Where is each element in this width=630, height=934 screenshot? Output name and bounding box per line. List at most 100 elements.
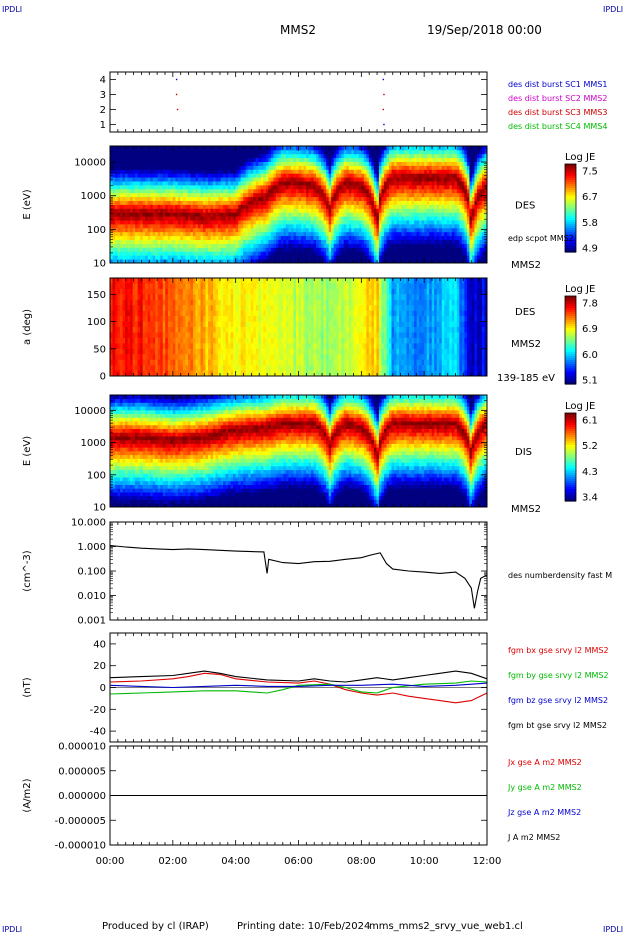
des-energy-cell	[145, 235, 149, 240]
des-energy-cell	[190, 239, 194, 244]
des-pitch-cell	[122, 332, 126, 339]
des-energy-cell	[409, 227, 412, 233]
des-energy-cell	[469, 231, 473, 237]
des-energy-cell	[436, 243, 440, 248]
des-energy-cell	[270, 196, 274, 201]
des-energy-cell	[469, 251, 473, 256]
des-energy-cell	[190, 231, 194, 237]
des-energy-cell	[182, 200, 186, 205]
des-energy-cell	[348, 181, 352, 186]
des-energy-cell	[182, 149, 186, 155]
des-energy-cell	[112, 255, 116, 260]
des-energy-cell	[353, 224, 357, 229]
des-energy-cell	[268, 146, 272, 151]
des-energy-cell	[333, 196, 337, 201]
des-energy-cell	[283, 169, 287, 174]
des-energy-cell	[451, 227, 455, 233]
des-energy-cell	[306, 231, 309, 237]
des-energy-cell	[197, 204, 201, 209]
des-energy-cell	[394, 216, 397, 221]
des-energy-cell	[446, 165, 450, 170]
des-energy-cell	[157, 188, 161, 194]
des-energy-cell	[356, 239, 360, 244]
des-energy-cell	[278, 216, 282, 221]
des-energy-cell	[265, 188, 269, 194]
des-energy-cell	[233, 231, 237, 237]
des-energy-cell	[258, 212, 262, 217]
des-energy-cell	[301, 216, 304, 221]
des-energy-cell	[132, 231, 136, 237]
des-energy-cell	[371, 173, 375, 178]
des-energy-cell	[177, 173, 181, 178]
des-energy-cell	[172, 146, 176, 151]
des-energy-cell	[399, 216, 402, 221]
des-energy-cell	[461, 208, 465, 213]
des-energy-cell	[147, 200, 151, 205]
des-energy-cell	[200, 188, 204, 194]
des-energy-cell	[431, 220, 435, 225]
des-energy-cell	[341, 173, 345, 178]
des-pitch-cell	[130, 332, 134, 339]
des-energy-cell	[378, 200, 382, 205]
des-energy-cell	[172, 185, 176, 190]
des-energy-cell	[192, 247, 196, 252]
des-energy-cell	[454, 192, 458, 198]
des-energy-cell	[331, 204, 335, 209]
des-energy-cell	[250, 153, 254, 159]
des-energy-cell	[275, 243, 279, 248]
des-energy-cell	[421, 243, 425, 248]
burst-ytick-label: 4	[100, 75, 106, 86]
des-energy-cell	[376, 185, 380, 190]
des-energy-cell	[122, 188, 126, 194]
des-energy-cell	[346, 169, 350, 174]
des-energy-cell	[137, 153, 141, 159]
des-energy-cell	[172, 196, 176, 201]
des-pitch-cell	[110, 332, 113, 339]
des-energy-cell	[130, 224, 134, 229]
des-energy-cell	[401, 192, 405, 198]
des-energy-cell	[263, 255, 267, 260]
des-energy-cell	[331, 251, 335, 256]
des-energy-cell	[177, 188, 181, 194]
des-energy-cell	[416, 239, 420, 244]
des-energy-cell	[318, 216, 322, 221]
des-energy-cell	[376, 255, 380, 260]
des-energy-cell	[323, 239, 327, 244]
des-energy-cell	[220, 200, 224, 205]
des-energy-cell	[461, 192, 465, 198]
des-energy-cell	[245, 196, 249, 201]
des-energy-cell	[200, 200, 204, 205]
des-pitch-cell	[122, 299, 126, 306]
des-energy-cell	[391, 165, 395, 170]
des-energy-cell	[112, 227, 116, 233]
des-energy-cell	[481, 227, 485, 233]
des-energy-cell	[195, 196, 199, 201]
des-energy-cell	[210, 188, 214, 194]
des-energy-cell	[283, 153, 287, 159]
des-energy-cell	[451, 243, 455, 248]
des-energy-cell	[172, 188, 176, 194]
des-energy-cell	[368, 161, 372, 166]
des-energy-cell	[230, 216, 234, 221]
des-energy-cell	[195, 247, 199, 252]
des-energy-cell	[172, 227, 176, 233]
des-energy-cell	[248, 161, 252, 166]
des-energy-cell	[449, 196, 453, 201]
des-energy-cell	[303, 212, 307, 217]
des-energy-cell	[396, 173, 400, 178]
des-energy-cell	[142, 220, 146, 225]
des-energy-cell	[351, 169, 355, 174]
des-energy-cell	[414, 200, 418, 205]
des-energy-cell	[172, 235, 176, 240]
des-energy-cell	[125, 192, 128, 198]
des-energy-cell	[127, 153, 131, 159]
des-energy-cell	[361, 251, 365, 256]
des-energy-cell	[240, 243, 244, 248]
des-energy-cell	[414, 216, 418, 221]
des-energy-cell	[323, 220, 327, 225]
des-energy-cell	[253, 235, 257, 240]
des-pitch-cell	[115, 343, 118, 350]
des-energy-cell	[441, 247, 445, 252]
des-energy-cell	[270, 192, 274, 198]
des-energy-cell	[273, 251, 277, 256]
